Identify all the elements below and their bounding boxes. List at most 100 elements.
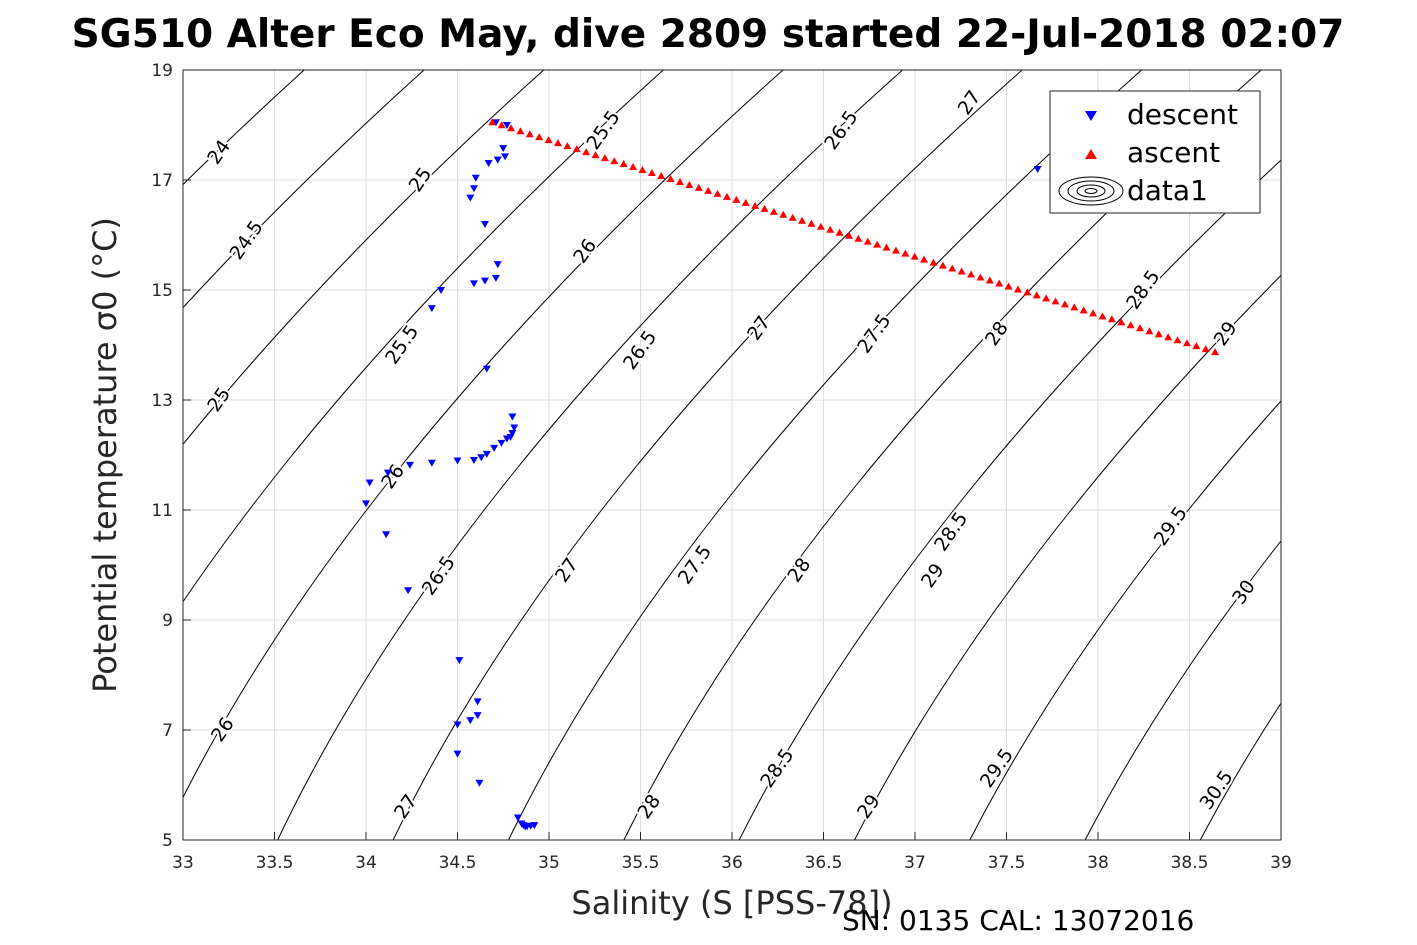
- descent-point: [530, 822, 539, 830]
- ascent-point: [1070, 303, 1079, 311]
- x-tick-label: 35: [538, 853, 560, 873]
- legend: descent ascent data1: [1049, 90, 1261, 214]
- ascent-point: [1098, 312, 1107, 320]
- ascent-point: [948, 264, 957, 272]
- serial-calibration-footer: SN: 0135 CAL: 13072016: [842, 904, 1194, 937]
- descent-point: [427, 459, 436, 467]
- grid: [182, 69, 1282, 841]
- ascent-point: [976, 273, 985, 281]
- ascent-point: [582, 148, 591, 156]
- ascent-point: [666, 174, 675, 182]
- ascent-point: [1004, 282, 1013, 290]
- legend-contour-icon: [1058, 176, 1124, 206]
- legend-data1-label: data1: [1127, 174, 1208, 207]
- x-tick-label: 38: [1087, 853, 1109, 873]
- ascent-point: [854, 234, 863, 242]
- data-series: [362, 118, 1220, 831]
- x-axis-ticks: 33 33.5 34 34.5 35 35.5 36 36.5 37 37.5 38 38.5 39: [172, 832, 1292, 873]
- descent-point: [1033, 166, 1042, 173]
- descent-point: [455, 657, 464, 665]
- x-tick-label: 33: [172, 853, 194, 873]
- ascent-point: [741, 198, 750, 206]
- ascent-point: [657, 171, 666, 179]
- ascent-point: [1117, 318, 1126, 326]
- descent-point: [405, 461, 414, 469]
- ascent-point: [544, 136, 553, 144]
- ascent-point: [722, 192, 731, 200]
- descent-point: [382, 531, 391, 539]
- x-tick-label: 36: [721, 853, 743, 873]
- ascent-point: [591, 151, 600, 159]
- descent-point: [493, 156, 502, 164]
- ascent-point: [1107, 315, 1116, 323]
- ascent-point: [873, 240, 882, 248]
- descent-point: [473, 698, 482, 706]
- ascent-point: [1089, 309, 1098, 317]
- ascent-point: [732, 195, 741, 203]
- ascent-point: [967, 270, 976, 278]
- descent-point: [502, 435, 511, 443]
- descent-point: [480, 277, 489, 285]
- isopycnal-line: [392, 70, 1023, 840]
- ascent-point: [1173, 336, 1182, 344]
- x-axis-label: Salinity (S [PSS-78]): [571, 884, 892, 922]
- y-tick-label: 19: [151, 61, 173, 81]
- y-tick-label: 5: [162, 831, 173, 851]
- descent-point: [471, 174, 480, 182]
- ascent-point: [1211, 348, 1220, 356]
- descent-point: [469, 280, 478, 288]
- ascent-point: [1013, 285, 1022, 293]
- descent-point: [513, 814, 522, 822]
- ascent-point: [826, 225, 835, 233]
- ascent-point: [1164, 333, 1173, 341]
- isopycnal-line: [1199, 702, 1281, 840]
- legend-box: [1049, 90, 1261, 214]
- isopycnal-line: [507, 70, 1143, 840]
- isopycnal-line: [1084, 540, 1281, 840]
- descent-point: [497, 439, 506, 447]
- ascent-point: [1042, 294, 1051, 302]
- legend-ascent-label: ascent: [1127, 136, 1220, 169]
- descent-point: [502, 122, 511, 129]
- descent-point: [365, 479, 374, 487]
- ascent-point: [535, 133, 544, 141]
- ascent-point: [863, 237, 872, 245]
- ascent-point: [1154, 330, 1163, 338]
- ascent-point: [1023, 288, 1032, 296]
- ascent-point: [629, 163, 638, 171]
- ascent-point: [882, 243, 891, 251]
- isopycnal-line: [183, 70, 665, 603]
- x-tick-label: 39: [1270, 853, 1292, 873]
- ascent-point: [901, 249, 910, 257]
- chart-title: SG510 Alter Eco May, dive 2809 started 2…: [72, 12, 1345, 57]
- y-tick-label: 17: [151, 171, 173, 191]
- ascent-point: [704, 186, 713, 194]
- ascent-point: [1192, 342, 1201, 350]
- isopycnal-line: [183, 70, 784, 799]
- ascent-point: [488, 118, 497, 126]
- y-axis-ticks: 5 7 9 11 13 15 17 19: [151, 61, 191, 851]
- ascent-point: [929, 258, 938, 266]
- ascent-point: [497, 121, 506, 129]
- ascent-point: [1201, 345, 1210, 353]
- y-tick-label: 15: [151, 281, 173, 301]
- descent-point: [510, 424, 519, 432]
- descent-point: [475, 779, 484, 787]
- ascent-point: [938, 261, 947, 269]
- isopycnal-line: [183, 70, 425, 309]
- descent-point: [482, 365, 491, 373]
- x-tick-label: 36.5: [805, 853, 843, 873]
- ascent-point: [553, 139, 562, 147]
- descent-point: [437, 287, 446, 294]
- descent-point: [490, 444, 499, 452]
- descent-point: [362, 500, 370, 508]
- ascent-point: [1126, 321, 1135, 329]
- ascent-point: [891, 246, 900, 254]
- ascent-point: [779, 210, 788, 218]
- x-tick-label: 34.5: [439, 853, 477, 873]
- density-contours: [183, 70, 1281, 840]
- ascent-point: [798, 216, 807, 224]
- descent-point: [469, 456, 478, 464]
- y-tick-label: 7: [162, 721, 173, 741]
